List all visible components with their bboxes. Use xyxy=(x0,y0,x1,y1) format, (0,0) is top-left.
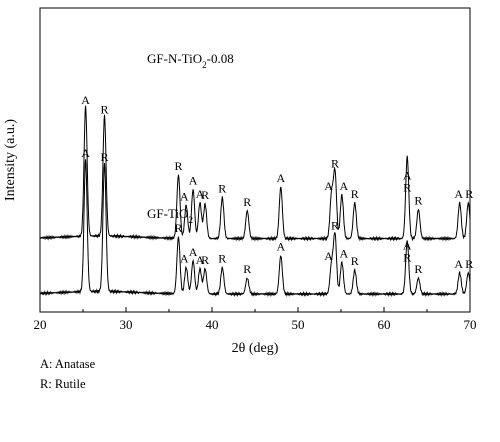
peak-label: A xyxy=(454,187,463,201)
peak-label: A xyxy=(196,253,205,267)
peak-label: R xyxy=(465,257,473,271)
x-tick-label: 60 xyxy=(378,317,391,332)
series-names: GF-N-TiO2-0.08 GF-TiO2 xyxy=(147,51,234,225)
peak-label: A xyxy=(81,146,90,160)
peak-label: A xyxy=(276,240,285,254)
peak-label: A xyxy=(324,249,333,263)
peak-label: R xyxy=(414,194,422,208)
series-name-label: GF-TiO2 xyxy=(147,206,193,225)
x-tick-label: 70 xyxy=(464,317,477,332)
series-line xyxy=(39,105,471,242)
x-tick-label: 20 xyxy=(34,317,47,332)
x-tick-label: 30 xyxy=(120,317,133,332)
peak-label: A xyxy=(454,257,463,271)
peak-label: R xyxy=(331,157,339,171)
peak-label: R xyxy=(465,187,473,201)
peak-label: R xyxy=(201,188,209,202)
peak-label: A xyxy=(403,169,412,183)
peak-label: A xyxy=(81,93,90,107)
peak-label: A xyxy=(324,179,333,193)
peak-label: R xyxy=(403,251,411,265)
peak-label: R xyxy=(100,102,108,116)
peak-label: R xyxy=(243,262,251,276)
peak-label: A xyxy=(403,239,412,253)
x-axis-title: 2θ (deg) xyxy=(232,341,279,356)
peak-label: R xyxy=(218,252,226,266)
peak-label: A xyxy=(340,246,349,260)
peak-label: R xyxy=(218,182,226,196)
peak-label: A xyxy=(189,245,198,259)
peak-label: A xyxy=(189,174,198,188)
x-axis-ticks: 20 30 40 50 60 70 xyxy=(34,307,477,332)
peak-label: A xyxy=(180,190,189,204)
xrd-traces xyxy=(39,105,471,298)
x-tick-label: 40 xyxy=(206,317,219,332)
peak-label: R xyxy=(351,254,359,268)
legend-anatase: A: Anatase xyxy=(40,357,96,371)
peak-label: R xyxy=(331,219,339,233)
peak-label: R xyxy=(243,195,251,209)
series-line xyxy=(39,159,471,298)
peak-label: A xyxy=(196,187,205,201)
peak-label: A xyxy=(340,179,349,193)
peak-label: R xyxy=(414,262,422,276)
y-axis-title: Intensity (a.u.) xyxy=(3,119,18,201)
peak-label: R xyxy=(403,181,411,195)
peak-label: A xyxy=(180,252,189,266)
peak-label: R xyxy=(174,221,182,235)
peak-label: R xyxy=(100,150,108,164)
x-tick-label: 50 xyxy=(292,317,305,332)
peak-label: R xyxy=(201,253,209,267)
peak-label: R xyxy=(351,187,359,201)
peak-label: R xyxy=(174,159,182,173)
legend-rutile: R: Rutile xyxy=(40,377,86,391)
peak-label: A xyxy=(276,171,285,185)
series-name-label: GF-N-TiO2-0.08 xyxy=(147,51,234,70)
